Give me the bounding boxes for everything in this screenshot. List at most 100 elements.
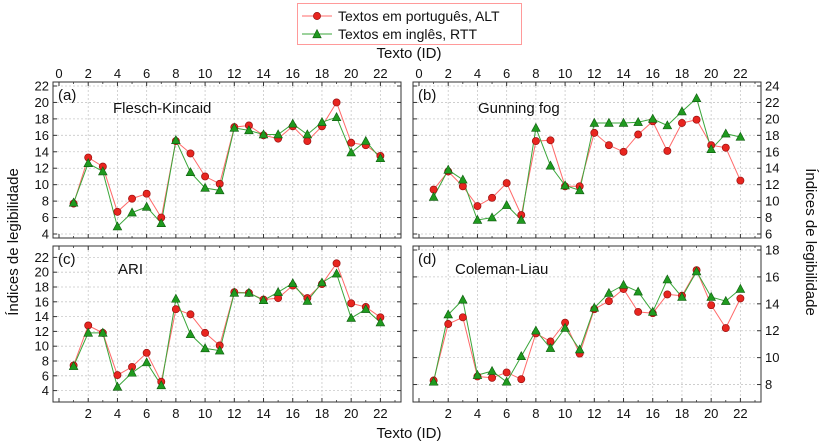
point-rtt: [273, 286, 283, 296]
y-tick-label: 16: [765, 269, 779, 284]
x-tick-label: 22: [373, 406, 387, 421]
point-alt: [186, 149, 195, 158]
point-rtt: [346, 147, 356, 157]
point-rtt: [112, 381, 123, 391]
y-tick-label: 14: [35, 144, 49, 159]
point-alt: [531, 137, 540, 146]
point-rtt: [531, 122, 541, 132]
point-rtt: [287, 118, 298, 128]
point-alt: [458, 313, 467, 322]
point-rtt: [185, 329, 196, 339]
point-rtt: [127, 207, 137, 217]
x-tick-label: 6: [143, 66, 150, 81]
point-rtt: [141, 357, 152, 367]
point-rtt: [735, 283, 746, 293]
point-alt: [458, 182, 467, 191]
series-line-alt: [73, 101, 381, 219]
point-alt: [142, 189, 151, 198]
point-rtt: [98, 166, 108, 176]
x-tick-label: 22: [373, 66, 387, 81]
point-rtt: [375, 153, 386, 163]
point-alt: [488, 373, 496, 382]
series-line-rtt: [433, 270, 741, 383]
point-alt: [678, 119, 686, 127]
y-tick-label: 8: [42, 354, 49, 369]
x-tick-label: 20: [704, 66, 718, 81]
y-tick-label: 18: [765, 243, 779, 258]
y-tick-label: 4: [42, 383, 49, 398]
y-tick-label: 22: [35, 250, 49, 265]
x-tick-label: 10: [558, 66, 572, 81]
x-tick-label: 22: [733, 406, 747, 421]
y-tick-label: 18: [765, 128, 779, 143]
point-rtt: [156, 380, 167, 390]
x-tick-label: 20: [704, 406, 718, 421]
point-rtt: [662, 120, 673, 130]
y-tick-label: 8: [42, 194, 49, 209]
x-tick-label: 14: [616, 406, 630, 421]
x-tick-label: 4: [474, 406, 481, 421]
panel-title: Coleman-Liau: [455, 261, 548, 278]
point-rtt: [83, 158, 94, 167]
x-tick-label: 16: [646, 66, 660, 81]
point-rtt: [112, 221, 123, 231]
point-rtt: [472, 369, 483, 379]
point-rtt: [574, 185, 585, 195]
y-tick-label: 14: [35, 309, 49, 324]
series-line-rtt: [73, 116, 381, 228]
point-alt: [201, 172, 210, 181]
point-rtt: [360, 135, 371, 145]
point-rtt: [302, 295, 313, 305]
bottom-x-axis-label: Texto (ID): [376, 425, 441, 442]
y-tick-label: 12: [35, 324, 49, 339]
x-tick-label: 18: [675, 406, 689, 421]
point-rtt: [633, 116, 643, 126]
point-rtt: [258, 129, 269, 139]
x-tick-label: 12: [227, 66, 241, 81]
y-tick-label: 6: [42, 368, 49, 383]
x-tick-label: 0: [415, 66, 422, 81]
point-rtt: [317, 277, 327, 287]
point-rtt: [171, 293, 181, 303]
panel-title: ARI: [118, 261, 143, 278]
y-tick-label: 8: [765, 377, 772, 392]
y-tick-label: 8: [765, 210, 772, 225]
point-alt: [473, 202, 482, 210]
point-rtt: [647, 306, 658, 316]
point-rtt: [127, 367, 137, 377]
point-rtt: [560, 322, 570, 332]
point-rtt: [229, 287, 240, 297]
point-rtt: [545, 342, 556, 352]
point-alt: [663, 290, 672, 299]
point-rtt: [317, 116, 327, 126]
panel-title: Flesch-Kincaid: [113, 100, 211, 117]
x-tick-label: 4: [114, 406, 121, 421]
x-tick-label: 4: [114, 66, 121, 81]
point-rtt: [501, 376, 512, 386]
x-tick-label: 18: [315, 66, 329, 81]
x-tick-label: 14: [616, 66, 630, 81]
point-rtt: [604, 117, 614, 127]
point-alt: [619, 147, 628, 156]
point-rtt: [214, 185, 225, 195]
point-alt: [663, 147, 672, 155]
x-tick-label: 14: [256, 406, 270, 421]
y-tick-label: 16: [765, 144, 779, 159]
point-rtt: [574, 344, 585, 354]
point-rtt: [647, 113, 658, 123]
point-alt: [604, 297, 613, 306]
x-tick-label: 8: [532, 66, 539, 81]
y-tick-label: 14: [765, 296, 779, 311]
x-tick-label: 8: [172, 406, 179, 421]
series-line-alt: [433, 269, 741, 381]
point-alt: [502, 179, 511, 187]
point-rtt: [604, 287, 614, 297]
legend-alt-marker: [302, 12, 332, 20]
point-rtt: [472, 214, 483, 224]
x-tick-label: 6: [143, 406, 150, 421]
point-alt: [332, 98, 341, 107]
point-alt: [444, 320, 453, 328]
point-rtt: [589, 302, 600, 312]
point-rtt: [244, 125, 254, 135]
